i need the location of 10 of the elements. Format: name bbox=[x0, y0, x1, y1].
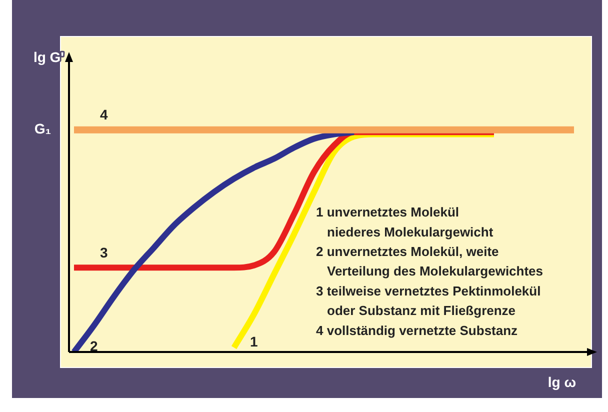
text: G₁ bbox=[34, 120, 52, 137]
series-label: 3 bbox=[100, 244, 108, 260]
x-axis-title: lg ω bbox=[548, 374, 576, 390]
annotation: 3 teilweise vernetztes Pektinmolekül oder Substanz mit Fließgrenze bbox=[316, 283, 541, 318]
annotation: 2 unvernetztes Molekül, weite Verteilung des Molekulargewichtes bbox=[316, 244, 544, 279]
series-label: 1 bbox=[250, 333, 258, 350]
series-label: 2 bbox=[90, 338, 98, 354]
series-label: 4 bbox=[100, 106, 108, 123]
annotation: 1 unvernetztes Molekül niederes Molekulargewicht bbox=[316, 204, 494, 240]
annotation: 4 vollständig vernetzte Substanz bbox=[316, 322, 518, 338]
